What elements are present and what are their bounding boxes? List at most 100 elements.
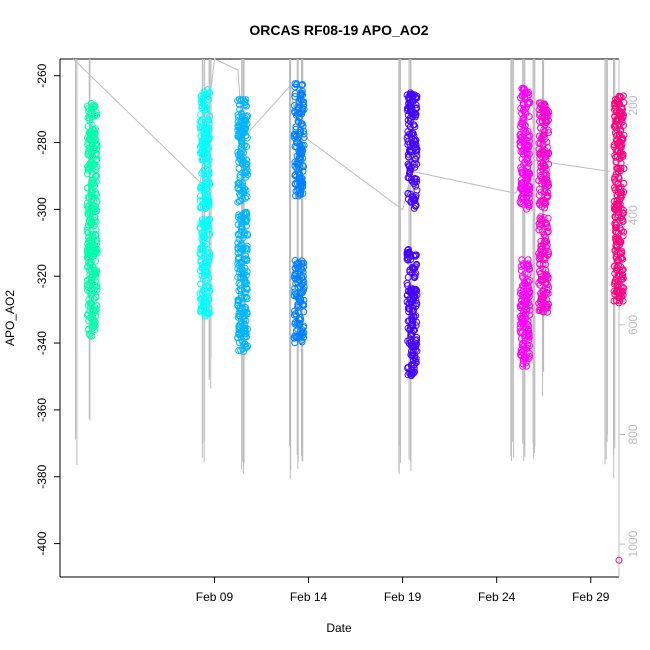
x-tick-label: Feb 09: [196, 590, 234, 604]
data-point: [234, 198, 242, 206]
data-point: [291, 162, 299, 170]
data-point: [92, 218, 100, 226]
data-point: [520, 332, 528, 340]
data-point: [92, 247, 100, 255]
data-point: [92, 278, 100, 286]
data-point: [543, 244, 551, 252]
data-point: [241, 162, 249, 170]
data-point: [539, 159, 547, 167]
data-point: [519, 362, 527, 370]
data-point: [201, 172, 209, 180]
data-point: [295, 333, 303, 341]
data-point: [611, 99, 618, 107]
data-point: [616, 111, 624, 119]
data-point: [525, 333, 533, 341]
data-point: [619, 209, 627, 217]
data-point: [235, 347, 243, 354]
data-point: [198, 234, 206, 242]
data-point: [409, 360, 417, 368]
data-point: [238, 310, 246, 318]
data-point: [296, 127, 304, 134]
data-point: [412, 182, 420, 190]
data-point: [520, 147, 528, 155]
data-point: [408, 109, 416, 117]
series-2016-02-25: [516, 84, 534, 370]
data-point: [83, 202, 91, 210]
data-point: [615, 208, 623, 216]
data-point: [611, 173, 619, 181]
y-tick-label: -300: [35, 197, 49, 221]
data-point: [90, 250, 98, 258]
data-point: [617, 254, 625, 262]
data-point: [197, 304, 205, 312]
data-point: [413, 152, 421, 160]
data-point: [517, 166, 525, 174]
data-point: [198, 156, 206, 164]
data-point: [241, 229, 249, 237]
data-point: [518, 155, 526, 163]
data-point: [519, 360, 527, 368]
data-point: [409, 130, 417, 137]
data-point: [296, 94, 304, 102]
data-point: [200, 94, 207, 102]
data-point: [519, 86, 527, 94]
data-point: [619, 232, 627, 240]
data-point: [537, 270, 545, 278]
data-point: [235, 297, 243, 305]
data-point: [618, 134, 626, 142]
data-point: [412, 312, 420, 320]
data-point: [538, 245, 545, 253]
data-point: [525, 113, 533, 120]
data-point: [408, 369, 416, 377]
data-point: [526, 302, 534, 310]
data-point: [290, 132, 298, 140]
data-point: [404, 105, 412, 113]
data-point: [404, 337, 412, 345]
data-point: [299, 279, 307, 287]
data-point: [84, 210, 92, 218]
data-point: [522, 198, 530, 206]
data-point: [300, 163, 307, 171]
data-point: [300, 134, 308, 141]
data-point: [84, 104, 92, 112]
data-point: [91, 164, 99, 172]
data-point: [544, 308, 551, 316]
data-point: [518, 319, 526, 327]
y2-tick-label: 400: [626, 205, 640, 225]
data-point: [204, 222, 212, 230]
data-point: [294, 325, 302, 333]
data-point: [620, 284, 628, 292]
data-point: [197, 280, 204, 288]
data-point: [200, 129, 208, 137]
data-point: [241, 101, 249, 109]
data-point: [197, 308, 205, 316]
data-point: [84, 163, 92, 171]
data-point: [544, 248, 552, 256]
data-point: [198, 229, 206, 237]
data-point: [412, 101, 420, 109]
data-point: [298, 81, 306, 89]
data-point: [535, 185, 543, 193]
data-point: [84, 170, 91, 178]
data-point: [196, 192, 204, 200]
data-point: [615, 184, 623, 192]
data-point: [290, 102, 298, 110]
data-point: [518, 300, 526, 308]
data-point: [235, 158, 243, 166]
data-point: [611, 290, 619, 298]
chart-title: ORCAS RF08-19 APO_AO2: [249, 22, 428, 38]
data-point: [521, 167, 529, 175]
data-point: [409, 121, 417, 129]
series-2016-02-13: [290, 80, 308, 347]
data-point: [543, 193, 551, 201]
data-point: [612, 297, 620, 305]
data-point: [524, 143, 532, 151]
data-point: [610, 123, 618, 131]
data-point: [544, 126, 552, 134]
data-point: [518, 179, 526, 187]
data-point: [542, 278, 550, 286]
data-point: [297, 156, 305, 164]
data-point: [517, 315, 525, 323]
data-point: [83, 249, 91, 257]
data-point: [91, 213, 99, 221]
